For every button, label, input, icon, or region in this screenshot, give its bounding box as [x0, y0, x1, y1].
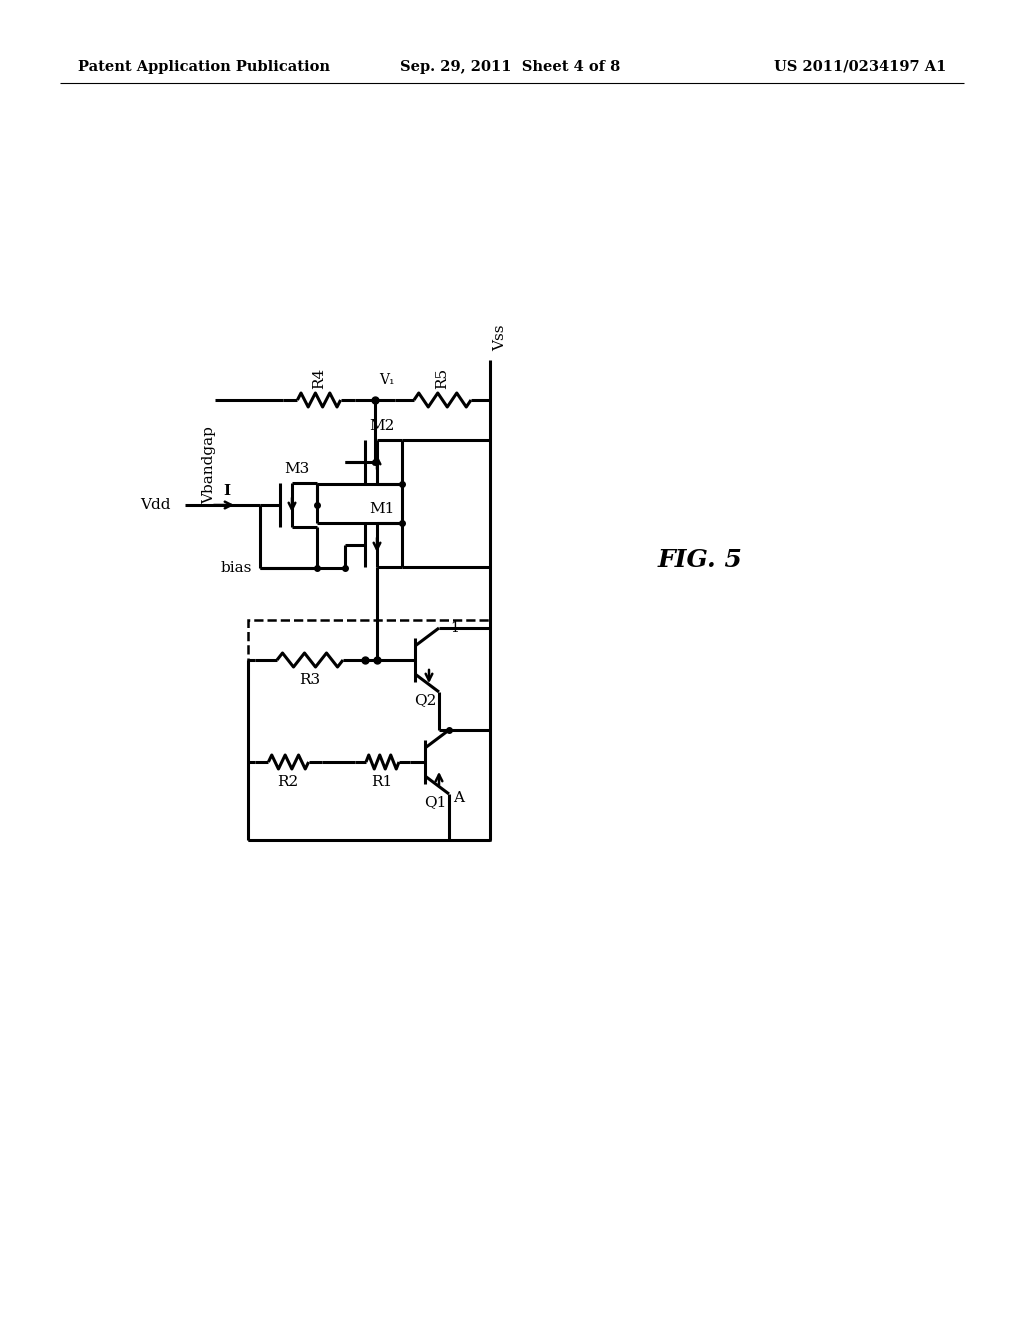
Text: R2: R2 [278, 775, 299, 789]
Text: R1: R1 [372, 775, 392, 789]
Text: V₁: V₁ [379, 374, 394, 387]
Text: bias: bias [220, 561, 252, 576]
Text: Q1: Q1 [424, 795, 446, 809]
Text: Patent Application Publication: Patent Application Publication [78, 59, 330, 74]
Text: Q2: Q2 [414, 693, 436, 708]
Text: M1: M1 [369, 502, 394, 516]
Text: R3: R3 [299, 673, 321, 686]
Text: Vdd: Vdd [140, 498, 171, 512]
Text: M2: M2 [369, 418, 394, 433]
Text: A: A [453, 791, 464, 805]
Text: R4: R4 [312, 367, 326, 388]
Text: R5: R5 [435, 367, 449, 388]
Text: Vss: Vss [493, 325, 507, 351]
Text: FIG. 5: FIG. 5 [657, 548, 742, 572]
Text: Sep. 29, 2011  Sheet 4 of 8: Sep. 29, 2011 Sheet 4 of 8 [400, 59, 621, 74]
Bar [248, 620, 490, 840]
Text: Vbandgap: Vbandgap [202, 426, 216, 504]
Text: 1: 1 [450, 620, 459, 635]
Text: US 2011/0234197 A1: US 2011/0234197 A1 [773, 59, 946, 74]
Text: M3: M3 [284, 462, 309, 477]
Text: I: I [223, 484, 230, 498]
